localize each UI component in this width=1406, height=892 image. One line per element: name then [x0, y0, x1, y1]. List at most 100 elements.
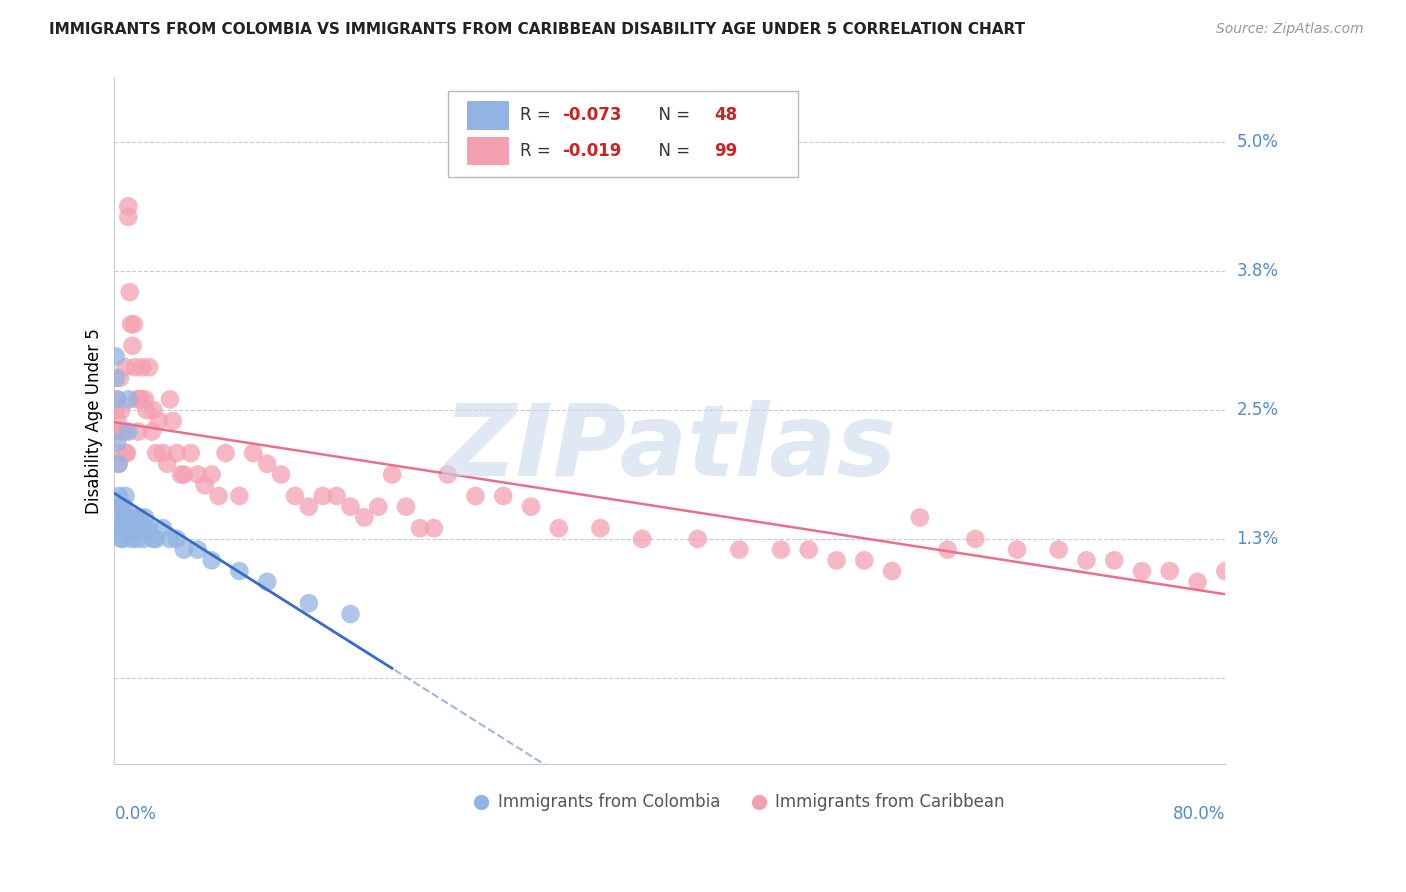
Point — [152, 521, 174, 535]
Point — [124, 521, 146, 535]
Point — [339, 607, 361, 621]
Point — [112, 500, 135, 514]
Point — [121, 521, 143, 535]
Point — [170, 467, 193, 482]
Point — [145, 446, 167, 460]
Point — [134, 392, 156, 407]
FancyBboxPatch shape — [447, 91, 797, 177]
Point — [104, 371, 127, 385]
Bar — [467, 136, 509, 165]
Point — [159, 532, 181, 546]
Point — [152, 446, 174, 460]
Point — [110, 532, 132, 546]
Point — [117, 199, 139, 213]
Point — [142, 532, 165, 546]
Point — [194, 478, 217, 492]
Point — [105, 392, 128, 407]
Point — [120, 318, 142, 332]
Point — [381, 467, 404, 482]
Point — [256, 457, 278, 471]
Point — [115, 521, 138, 535]
Point — [131, 521, 153, 535]
Point — [107, 457, 129, 471]
Point — [121, 339, 143, 353]
Point — [117, 392, 139, 407]
Point — [118, 510, 141, 524]
Point — [148, 414, 170, 428]
Point — [159, 392, 181, 407]
Point — [187, 467, 209, 482]
Point — [107, 457, 129, 471]
Text: R =: R = — [520, 142, 555, 160]
Point — [769, 542, 792, 557]
Point — [207, 489, 229, 503]
Point — [104, 350, 127, 364]
Point — [936, 542, 959, 557]
Point — [125, 532, 148, 546]
Point — [180, 446, 202, 460]
Point — [228, 489, 250, 503]
Text: Source: ZipAtlas.com: Source: ZipAtlas.com — [1216, 22, 1364, 37]
Point — [1395, 607, 1406, 621]
Point — [110, 521, 132, 535]
Y-axis label: Disability Age Under 5: Disability Age Under 5 — [86, 328, 103, 514]
Point — [201, 467, 224, 482]
Point — [111, 532, 134, 546]
Text: 1.3%: 1.3% — [1236, 530, 1278, 548]
Text: 0.0%: 0.0% — [114, 805, 156, 823]
Point — [129, 521, 152, 535]
Point — [120, 532, 142, 546]
Point — [105, 414, 128, 428]
Point — [131, 360, 153, 375]
Point — [367, 500, 389, 514]
Text: 5.0%: 5.0% — [1236, 133, 1278, 151]
Point — [112, 425, 135, 439]
Point — [128, 510, 150, 524]
Point — [125, 392, 148, 407]
Point — [395, 500, 418, 514]
Point — [114, 360, 136, 375]
Point — [1213, 564, 1236, 578]
Point — [298, 596, 321, 610]
Point — [138, 521, 160, 535]
Text: Immigrants from Colombia: Immigrants from Colombia — [498, 793, 720, 811]
Point — [108, 500, 131, 514]
Point — [228, 564, 250, 578]
Point — [492, 489, 515, 503]
Text: N =: N = — [648, 142, 695, 160]
Point — [117, 210, 139, 224]
Point — [825, 553, 848, 567]
Point — [108, 521, 131, 535]
Text: 80.0%: 80.0% — [1173, 805, 1225, 823]
Point — [436, 467, 458, 482]
Point — [853, 553, 876, 567]
Point — [142, 403, 165, 417]
Text: N =: N = — [648, 106, 695, 124]
Point — [1353, 596, 1375, 610]
Point — [111, 521, 134, 535]
Point — [325, 489, 347, 503]
Point — [1005, 542, 1028, 557]
Point — [173, 467, 195, 482]
Point — [111, 500, 134, 514]
Point — [114, 446, 136, 460]
Point — [797, 542, 820, 557]
Point — [187, 542, 209, 557]
Point — [728, 542, 751, 557]
Point — [1187, 574, 1209, 589]
Point — [118, 285, 141, 299]
Point — [298, 500, 321, 514]
Point — [423, 521, 446, 535]
Point — [589, 521, 612, 535]
Point — [108, 500, 131, 514]
Point — [114, 489, 136, 503]
Point — [1298, 585, 1320, 599]
Point — [134, 510, 156, 524]
Point — [125, 521, 148, 535]
Point — [114, 510, 136, 524]
Text: Immigrants from Caribbean: Immigrants from Caribbean — [775, 793, 1005, 811]
Point — [105, 392, 128, 407]
Point — [1241, 574, 1264, 589]
Point — [129, 392, 152, 407]
Text: 99: 99 — [714, 142, 738, 160]
